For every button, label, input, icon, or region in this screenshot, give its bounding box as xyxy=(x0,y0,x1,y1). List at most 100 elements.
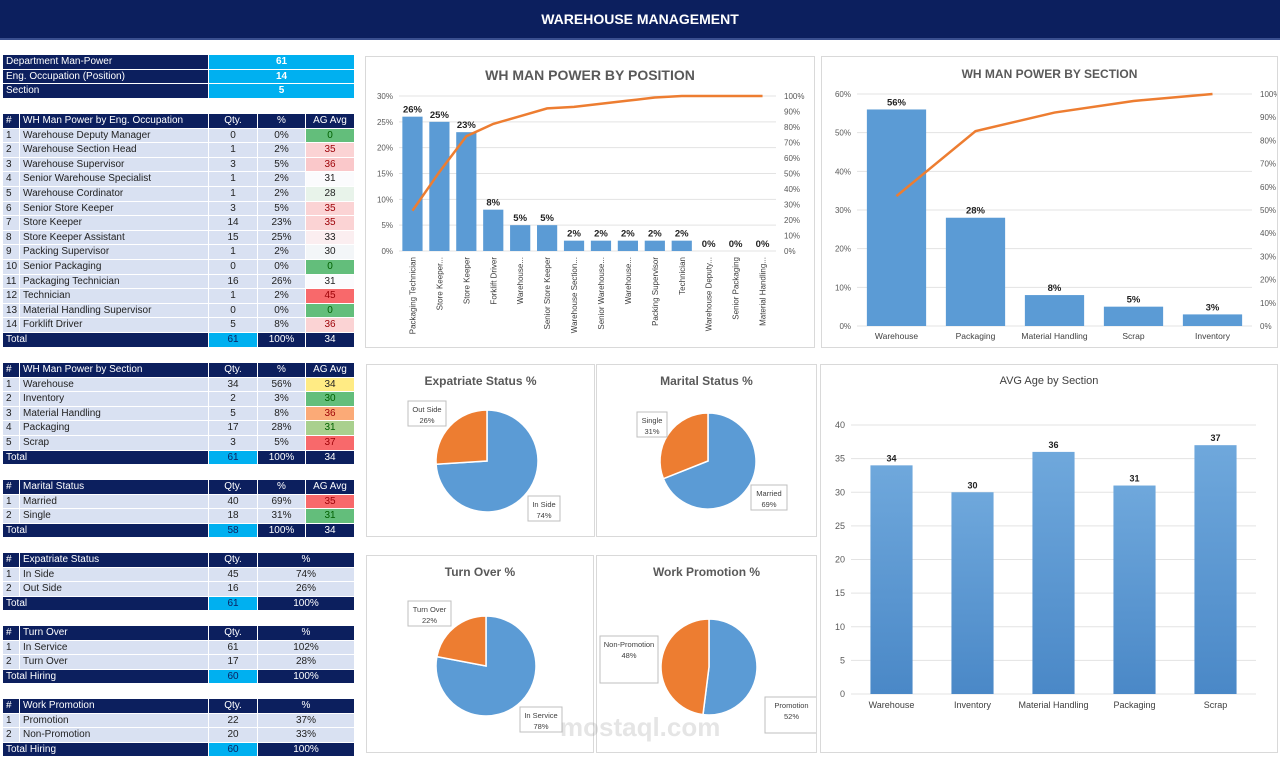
table-cell: 1 xyxy=(209,186,258,201)
table-cell: Promotion xyxy=(20,713,209,728)
table-cell: 8% xyxy=(258,318,306,332)
table-cell: 0% xyxy=(258,259,306,274)
column-header: % xyxy=(258,626,355,640)
table-row: 10 Senior Packaging 0 0% 0 xyxy=(3,259,355,275)
promotion-pie-panel: Work Promotion % Promotion 52% Non-Promotio… xyxy=(596,555,817,753)
table-cell: 3% xyxy=(258,392,306,406)
total-value: 100% xyxy=(258,742,355,757)
pie-slice xyxy=(702,618,758,716)
avg-age-chart-panel: AVG Age by Section 0 5 10 15 20 25 30 35 40 34 Ware… xyxy=(820,364,1278,753)
pie-slice xyxy=(659,412,709,480)
chart-title: Expatriate Status % xyxy=(424,374,537,388)
table-cell: 0 xyxy=(209,303,258,318)
column-header: % xyxy=(258,114,306,128)
slice-value: 52% xyxy=(784,712,799,721)
table-cell: 4 xyxy=(3,421,20,435)
ag-avg-cell: 30 xyxy=(306,245,355,259)
table-row: 4 Packaging 17 28% 31 xyxy=(3,421,355,436)
total-row: Total 58 100% 34 xyxy=(3,523,355,539)
bar xyxy=(1194,445,1237,694)
bar xyxy=(456,132,477,251)
table-cell: Packaging Technician xyxy=(20,274,209,289)
column-header: # xyxy=(3,114,20,128)
total-label: Total xyxy=(3,332,209,347)
y-tick-label: 60% xyxy=(835,90,851,99)
expatriate-pie-panel: Expatriate Status % In Side 74% Out Side 26% xyxy=(366,364,595,537)
y-tick-label: 30% xyxy=(377,92,393,101)
table-cell: 2% xyxy=(258,143,306,157)
data-label: 56% xyxy=(887,97,907,108)
ag-avg-cell: 0 xyxy=(306,128,355,143)
slice-label: Promotion xyxy=(774,701,808,710)
chart-svg: 0 5 10 15 20 25 30 35 40 34 Warehouse 30 Inventory 36… xyxy=(835,420,1256,710)
table-cell: Non-Promotion xyxy=(20,728,209,742)
table-row: 2 Out Side 16 26% xyxy=(3,582,355,597)
column-header: AG Avg xyxy=(306,114,355,128)
table-cell: 56% xyxy=(258,377,306,392)
table-cell: Turn Over xyxy=(20,655,209,669)
column-header: # xyxy=(3,553,20,567)
table-row: 8 Store Keeper Assistant 15 25% 33 xyxy=(3,230,355,246)
table-cell: 2% xyxy=(258,186,306,201)
slice-label: In Side xyxy=(532,500,555,509)
y2-tick-label: 10% xyxy=(1260,299,1276,308)
table-cell: 18 xyxy=(209,509,258,523)
table-cell: Packaging xyxy=(20,421,209,435)
bar xyxy=(617,240,638,251)
ag-avg-cell: 28 xyxy=(306,186,355,201)
column-header: % xyxy=(258,699,355,713)
promotion-table: # Work Promotion Qty.% 1 Promotion 22 37% 2 Non-… xyxy=(3,699,355,757)
slice-value: 74% xyxy=(536,511,551,520)
table-cell: 17 xyxy=(209,655,258,669)
data-label: 8% xyxy=(486,198,500,209)
pie-slice xyxy=(662,412,757,510)
slice-value: 22% xyxy=(422,616,437,625)
slice-value: 78% xyxy=(533,722,548,731)
ag-avg-cell: 35 xyxy=(306,143,355,157)
category-label: Warehouse... xyxy=(624,257,633,304)
total-label: Total xyxy=(3,596,209,611)
y-tick-label: 10 xyxy=(835,622,845,632)
column-header: # xyxy=(3,699,20,713)
data-label: 34 xyxy=(886,453,896,463)
slice-label: Single xyxy=(642,416,663,425)
total-label: Total xyxy=(3,523,209,538)
watermark: mostaql.com xyxy=(560,712,721,742)
table-cell: 2% xyxy=(258,245,306,259)
bar xyxy=(1182,314,1243,326)
table-header: # Work Promotion Qty.% xyxy=(3,699,355,714)
y-tick-label: 15 xyxy=(835,588,845,598)
category-label: Senior Packaging xyxy=(732,257,741,320)
turnover-pie-panel: Turn Over % In Service 78% Turn Over 22% xyxy=(366,555,594,753)
ag-avg-cell: 30 xyxy=(306,392,355,406)
slice-value: 26% xyxy=(419,416,434,425)
y-tick-label: 20 xyxy=(835,555,845,565)
ag-avg-cell: 35 xyxy=(306,201,355,216)
column-header: Qty. xyxy=(209,553,258,567)
table-cell: 1 xyxy=(209,245,258,259)
ag-avg-cell: 36 xyxy=(306,406,355,421)
column-header: # xyxy=(3,626,20,640)
total-value: 100% xyxy=(258,669,355,684)
slice-label: Non-Promotion xyxy=(604,640,654,649)
category-label: Store Keeper xyxy=(462,257,471,304)
table-cell: Out Side xyxy=(20,582,209,596)
table-cell: 4 xyxy=(3,172,20,186)
table-cell: 26% xyxy=(258,582,355,596)
table-row: 1 In Service 61 102% xyxy=(3,640,355,656)
table-cell: 5 xyxy=(3,435,20,450)
total-value: 60 xyxy=(209,742,258,757)
total-value: 100% xyxy=(258,596,355,611)
ag-avg-cell: 31 xyxy=(306,421,355,435)
total-row: Total Hiring 60 100% xyxy=(3,742,355,757)
table-cell: 0% xyxy=(258,303,306,318)
table-cell: 7 xyxy=(3,216,20,230)
page-title: WAREHOUSE MANAGEMENT xyxy=(541,11,739,27)
data-label-box xyxy=(527,495,561,522)
data-label: 25% xyxy=(430,110,450,121)
column-header: AG Avg xyxy=(306,363,355,377)
total-value: 61 xyxy=(209,596,258,611)
category-label: Senior Warehouse... xyxy=(597,257,606,330)
table-row: 2 Turn Over 17 28% xyxy=(3,655,355,670)
total-value: 58 xyxy=(209,523,258,538)
